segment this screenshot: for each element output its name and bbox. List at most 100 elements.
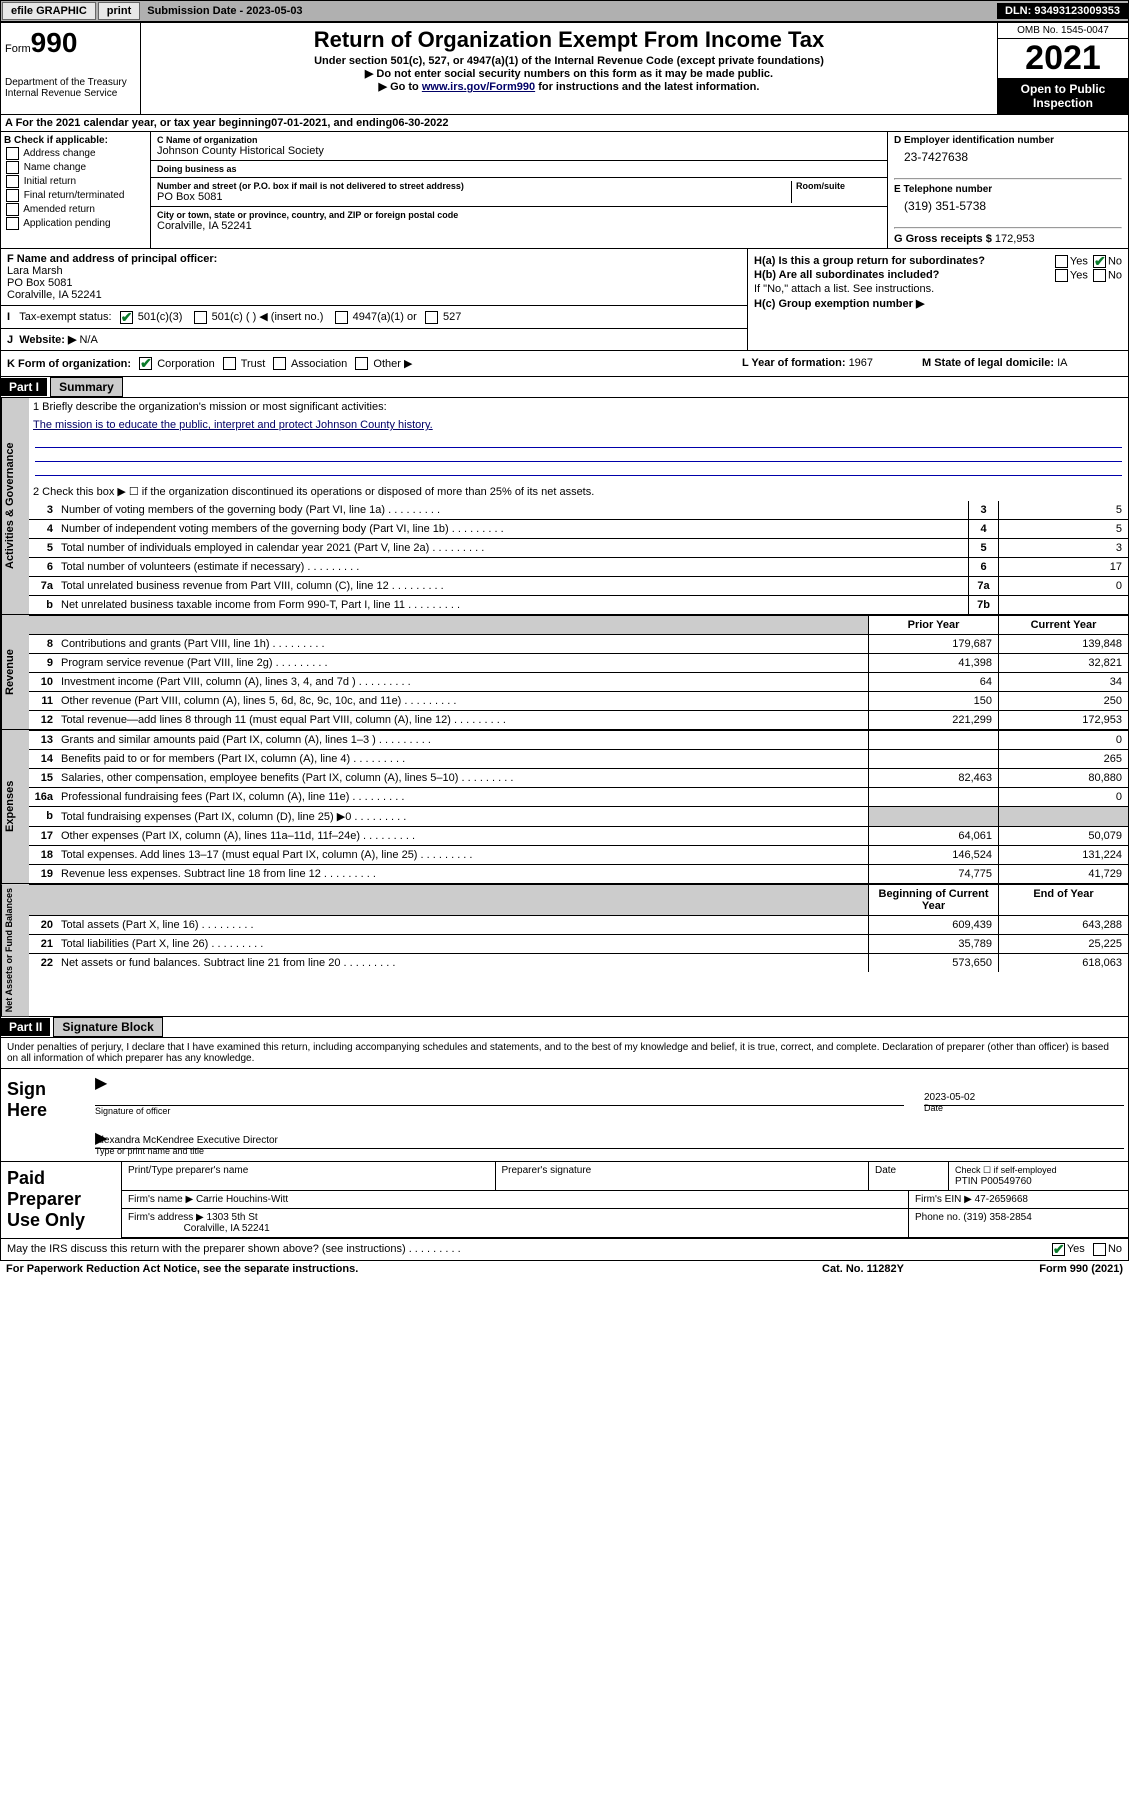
line-2-checkbox: 2 Check this box ▶ ☐ if the organization… xyxy=(29,482,1128,501)
chk-4947[interactable] xyxy=(335,311,348,324)
col-h-group: H(a) Is this a group return for subordin… xyxy=(748,249,1128,350)
line-text: Number of voting members of the governin… xyxy=(57,501,968,519)
current-value: 80,880 xyxy=(998,769,1128,787)
side-label-netassets: Net Assets or Fund Balances xyxy=(1,884,29,1016)
line-num: 9 xyxy=(29,654,57,672)
ha-no[interactable] xyxy=(1093,255,1106,268)
prep-ptin-cell: Check ☐ if self-employed PTIN P00549760 xyxy=(948,1162,1128,1191)
current-value: 32,821 xyxy=(998,654,1128,672)
line-num: 16a xyxy=(29,788,57,806)
prior-value xyxy=(868,731,998,749)
chk-association[interactable] xyxy=(273,357,286,370)
line-text: Salaries, other compensation, employee b… xyxy=(57,769,868,787)
part-ii-label: Part II xyxy=(1,1018,50,1036)
efile-graphic-link[interactable]: efile GRAPHIC xyxy=(2,2,96,20)
form-number-box: Form990 Department of the Treasury Inter… xyxy=(1,23,141,114)
hb-attach-note: If "No," attach a list. See instructions… xyxy=(754,283,1122,295)
current-value: 618,063 xyxy=(998,954,1128,972)
omb-number: OMB No. 1545-0047 xyxy=(998,23,1128,39)
line-num: 5 xyxy=(29,539,57,557)
chk-amended-return[interactable]: Amended return xyxy=(4,203,147,216)
irs-discuss-row: May the IRS discuss this return with the… xyxy=(0,1239,1129,1261)
prior-current-header: Prior Year Current Year xyxy=(29,615,1128,634)
line-num: 15 xyxy=(29,769,57,787)
ein-value: 23-7427638 xyxy=(894,146,1122,174)
title-box: Return of Organization Exempt From Incom… xyxy=(141,23,998,114)
line-text: Other revenue (Part VIII, column (A), li… xyxy=(57,692,868,710)
line-text: Revenue less expenses. Subtract line 18 … xyxy=(57,865,868,883)
boy-eoy-header: Beginning of Current Year End of Year xyxy=(29,884,1128,915)
chk-initial-return[interactable]: Initial return xyxy=(4,175,147,188)
line-num: 7a xyxy=(29,577,57,595)
chk-name-change[interactable]: Name change xyxy=(4,161,147,174)
eoy-header: End of Year xyxy=(998,885,1128,915)
line-value: 5 xyxy=(998,501,1128,519)
part-i-title: Summary xyxy=(50,377,123,397)
prior-value: 221,299 xyxy=(868,711,998,729)
prior-value xyxy=(868,788,998,806)
chk-corporation[interactable] xyxy=(139,357,152,370)
ha-yes[interactable] xyxy=(1055,255,1068,268)
chk-501c3[interactable] xyxy=(120,311,133,324)
line-text: Net assets or fund balances. Subtract li… xyxy=(57,954,868,972)
current-value: 250 xyxy=(998,692,1128,710)
current-value: 0 xyxy=(998,731,1128,749)
firm-name-cell: Firm's name ▶ Carrie Houchins-Witt xyxy=(121,1191,908,1209)
chk-other[interactable] xyxy=(355,357,368,370)
col-c-org-info: C Name of organization Johnson County Hi… xyxy=(151,132,888,248)
col-fij-left: F Name and address of principal officer:… xyxy=(1,249,748,350)
line-num: 18 xyxy=(29,846,57,864)
line-num: 13 xyxy=(29,731,57,749)
print-button[interactable]: print xyxy=(98,2,140,20)
line-value xyxy=(998,596,1128,614)
chk-501c[interactable] xyxy=(194,311,207,324)
line-num: 6 xyxy=(29,558,57,576)
line-text: Number of independent voting members of … xyxy=(57,520,968,538)
prior-value: 146,524 xyxy=(868,846,998,864)
mission-prompt: 1 Briefly describe the organization's mi… xyxy=(29,398,1128,416)
row-a-tax-year: A For the 2021 calendar year, or tax yea… xyxy=(0,115,1129,132)
current-value: 265 xyxy=(998,750,1128,768)
top-toolbar: efile GRAPHIC print Submission Date - 20… xyxy=(0,0,1129,22)
prior-value: 573,650 xyxy=(868,954,998,972)
col-b-header: B Check if applicable: xyxy=(4,135,147,146)
line-16a: 16aProfessional fundraising fees (Part I… xyxy=(29,787,1128,806)
telephone-value: (319) 351-5738 xyxy=(894,195,1122,223)
footer-final: For Paperwork Reduction Act Notice, see … xyxy=(0,1261,1129,1277)
chk-application-pending[interactable]: Application pending xyxy=(4,217,147,230)
line-text: Total fundraising expenses (Part IX, col… xyxy=(57,807,868,826)
form-number: 990 xyxy=(31,27,78,58)
line-text: Total assets (Part X, line 16) xyxy=(57,916,868,934)
prep-sig-hdr: Preparer's signature xyxy=(495,1162,869,1191)
chk-527[interactable] xyxy=(425,311,438,324)
side-label-revenue: Revenue xyxy=(1,615,29,729)
line-text: Professional fundraising fees (Part IX, … xyxy=(57,788,868,806)
signature-date: 2023-05-02 Date xyxy=(924,1105,1124,1117)
line-11: 11Other revenue (Part VIII, column (A), … xyxy=(29,691,1128,710)
dba-cell: Doing business as xyxy=(151,161,887,178)
hb-no[interactable] xyxy=(1093,269,1106,282)
gov-line-b: bNet unrelated business taxable income f… xyxy=(29,595,1128,614)
prior-value: 150 xyxy=(868,692,998,710)
hb-yes[interactable] xyxy=(1055,269,1068,282)
line-18: 18Total expenses. Add lines 13–17 (must … xyxy=(29,845,1128,864)
officer-name: Alexandra McKendree Executive Director xyxy=(95,1135,1124,1146)
discuss-no[interactable] xyxy=(1093,1243,1106,1256)
officer-signature-line[interactable]: Signature of officer xyxy=(95,1105,904,1117)
org-name: Johnson County Historical Society xyxy=(157,145,881,157)
open-inspection: Open to Public Inspection xyxy=(998,78,1128,114)
hc-group-exemption: H(c) Group exemption number ▶ xyxy=(754,297,1122,310)
chk-address-change[interactable]: Address change xyxy=(4,147,147,160)
gov-line-3: 3Number of voting members of the governi… xyxy=(29,501,1128,519)
chk-final-return[interactable]: Final return/terminated xyxy=(4,189,147,202)
irs-link[interactable]: www.irs.gov/Form990 xyxy=(422,81,535,93)
prior-value: 35,789 xyxy=(868,935,998,953)
state-domicile: M State of legal domicile: IA xyxy=(922,357,1122,371)
sign-here-row: Sign Here ▶ Signature of officer 2023-05… xyxy=(0,1069,1129,1162)
discuss-yes[interactable] xyxy=(1052,1243,1065,1256)
line-num: 4 xyxy=(29,520,57,538)
prior-value: 82,463 xyxy=(868,769,998,787)
current-value xyxy=(998,807,1128,826)
address-cell: Number and street (or P.O. box if mail i… xyxy=(151,178,887,207)
chk-trust[interactable] xyxy=(223,357,236,370)
